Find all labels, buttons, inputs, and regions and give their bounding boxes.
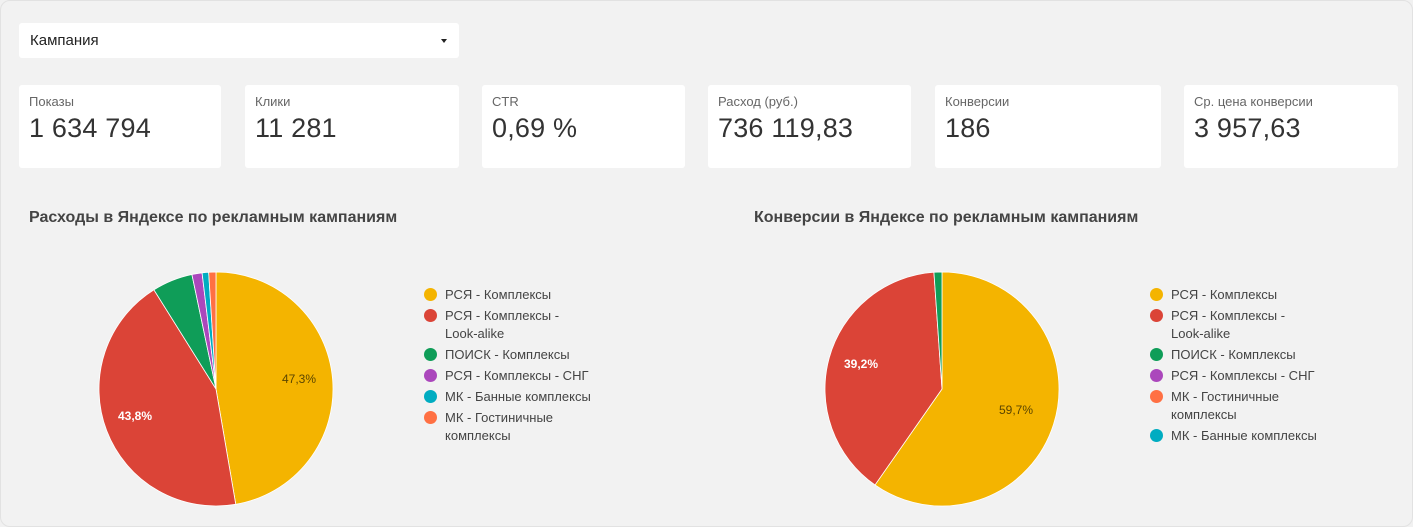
legend-swatch-icon xyxy=(1150,309,1163,322)
legend-item[interactable]: РСЯ - Комплексы xyxy=(424,286,595,304)
legend-swatch-icon xyxy=(424,309,437,322)
pie-slice-рся-комплексы[interactable] xyxy=(874,271,1060,507)
kpi-label: CTR xyxy=(492,94,519,109)
kpi-value: 736 119,83 xyxy=(718,113,854,143)
campaign-filter-label: Кампания xyxy=(30,32,99,49)
kpi-value: 0,69 % xyxy=(492,113,578,143)
pie-percent-label: 59,7% xyxy=(999,403,1033,417)
legend-label: РСЯ - Комплексы - СНГ xyxy=(445,368,589,383)
legend-swatch-icon xyxy=(424,411,437,424)
legend-swatch-icon xyxy=(1150,348,1163,361)
legend-label: МК - Банные комплексы xyxy=(1171,428,1317,443)
legend-label: ПОИСК - Комплексы xyxy=(445,347,570,362)
legend-item[interactable]: МК - Гостиничные комплексы xyxy=(424,409,595,445)
kpi-label: Конверсии xyxy=(945,94,1010,109)
kpi-cost: Расход (руб.) 736 119,83 xyxy=(708,85,911,168)
chart-title-conversions: Конверсии в Яндексе по рекламным кампани… xyxy=(754,209,1139,226)
kpi-label: Ср. цена конверсии xyxy=(1194,94,1313,109)
kpi-label: Клики xyxy=(255,94,291,109)
legend-label: ПОИСК - Комплексы xyxy=(1171,347,1296,362)
legend-swatch-icon xyxy=(424,390,437,403)
caret-down-icon xyxy=(441,38,447,43)
legend-item[interactable]: МК - Банные комплексы xyxy=(424,388,595,406)
legend-item[interactable]: РСЯ - Комплексы xyxy=(1150,286,1321,304)
kpi-clicks: Клики 11 281 xyxy=(245,85,459,168)
pie-slice-рся-комплексы-look-alike[interactable] xyxy=(98,289,237,507)
legend-label: РСЯ - Комплексы - Look-alike xyxy=(1171,308,1286,341)
legend-swatch-icon xyxy=(1150,369,1163,382)
pie-slice-рся-комплексы[interactable] xyxy=(215,271,334,505)
legend-item[interactable]: РСЯ - Комплексы - Look-alike xyxy=(1150,307,1321,343)
pie-chart-conversions: 59,7% 39,2% xyxy=(824,271,1060,507)
legend-swatch-icon xyxy=(424,288,437,301)
legend-label: РСЯ - Комплексы - Look-alike xyxy=(445,308,560,341)
legend-label: МК - Гостиничные комплексы xyxy=(1171,389,1280,422)
legend-item[interactable]: РСЯ - Комплексы - СНГ xyxy=(424,367,595,385)
legend-label: РСЯ - Комплексы - СНГ xyxy=(1171,368,1315,383)
kpi-ctr: CTR 0,69 % xyxy=(482,85,685,168)
legend-item[interactable]: МК - Банные комплексы xyxy=(1150,427,1321,445)
legend-conversions: РСЯ - Комплексы РСЯ - Комплексы - Look-al… xyxy=(1150,286,1321,448)
legend-spend: РСЯ - Комплексы РСЯ - Комплексы - Look-al… xyxy=(424,286,595,448)
legend-label: РСЯ - Комплексы xyxy=(1171,287,1278,302)
legend-item[interactable]: РСЯ - Комплексы - СНГ xyxy=(1150,367,1321,385)
kpi-value: 1 634 794 xyxy=(29,113,151,143)
pie-slice-мк-гостиничные-комплексы[interactable] xyxy=(208,271,217,390)
legend-item[interactable]: МК - Гостиничные комплексы xyxy=(1150,388,1321,424)
kpi-value: 11 281 xyxy=(255,113,337,143)
legend-item[interactable]: ПОИСК - Комплексы xyxy=(424,346,595,364)
legend-item[interactable]: ПОИСК - Комплексы xyxy=(1150,346,1321,364)
legend-swatch-icon xyxy=(424,369,437,382)
chart-title-spend: Расходы в Яндексе по рекламным кампаниям xyxy=(29,209,398,226)
pie-chart-spend: 47,3% 43,8% xyxy=(98,271,334,507)
kpi-impressions: Показы 1 634 794 xyxy=(19,85,221,168)
kpi-cost-per-conversion: Ср. цена конверсии 3 957,63 xyxy=(1184,85,1398,168)
pie-percent-label: 47,3% xyxy=(282,372,316,386)
kpi-conversions: Конверсии 186 xyxy=(935,85,1161,168)
legend-swatch-icon xyxy=(1150,390,1163,403)
campaign-filter-dropdown[interactable]: Кампания xyxy=(19,23,459,58)
pie-percent-label: 43,8% xyxy=(118,409,152,423)
kpi-value: 186 xyxy=(945,113,991,143)
legend-swatch-icon xyxy=(1150,429,1163,442)
kpi-label: Показы xyxy=(29,94,74,109)
legend-item[interactable]: РСЯ - Комплексы - Look-alike xyxy=(424,307,595,343)
kpi-value: 3 957,63 xyxy=(1194,113,1301,143)
pie-percent-label: 39,2% xyxy=(844,357,878,371)
kpi-label: Расход (руб.) xyxy=(718,94,798,109)
legend-swatch-icon xyxy=(1150,288,1163,301)
legend-swatch-icon xyxy=(424,348,437,361)
legend-label: МК - Банные комплексы xyxy=(445,389,591,404)
legend-label: МК - Гостиничные комплексы xyxy=(445,410,554,443)
pie-slice-поиск-комплексы[interactable] xyxy=(933,271,943,390)
legend-label: РСЯ - Комплексы xyxy=(445,287,552,302)
pie-slice-рся-комплексы-look-alike[interactable] xyxy=(824,271,943,486)
